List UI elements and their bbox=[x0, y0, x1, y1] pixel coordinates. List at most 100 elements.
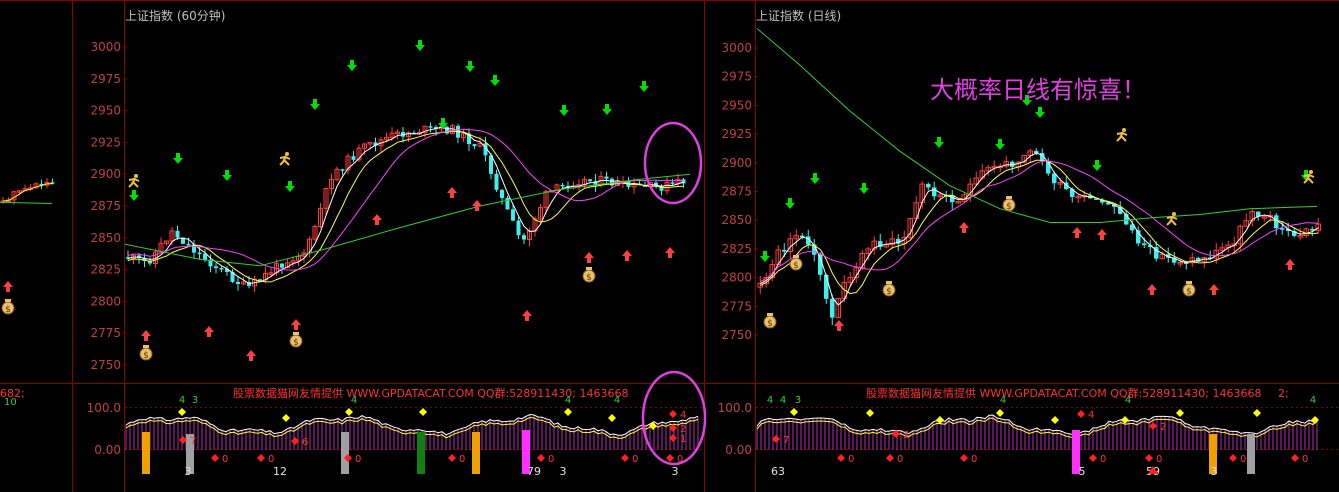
highlight-circle-indicator bbox=[641, 370, 707, 466]
candle-body bbox=[505, 197, 510, 210]
candle-body bbox=[126, 257, 130, 259]
candle-body bbox=[847, 276, 853, 283]
candle-body bbox=[859, 252, 865, 269]
marker-label: 0 bbox=[1302, 454, 1308, 465]
signal-bar bbox=[1209, 434, 1217, 474]
candle-body bbox=[812, 244, 817, 255]
candle-body bbox=[973, 177, 979, 185]
candle-body bbox=[950, 195, 955, 203]
runner-icon bbox=[1303, 173, 1315, 184]
diamond-marker-icon bbox=[1291, 454, 1299, 462]
top-count-label: 4 bbox=[614, 395, 620, 406]
price-tick-label: 2800 bbox=[721, 271, 752, 285]
price-tick-label: 2925 bbox=[90, 135, 121, 149]
candle-body bbox=[991, 165, 997, 169]
candle-body bbox=[192, 244, 196, 253]
diamond-marker-icon bbox=[960, 454, 968, 462]
candle-body bbox=[516, 220, 521, 236]
right-indicator-axis: 100.0 0.00 bbox=[718, 401, 752, 457]
candle-body bbox=[1184, 262, 1189, 264]
candle-body bbox=[1208, 257, 1213, 260]
diamond-marker-icon bbox=[608, 414, 616, 422]
candle-body bbox=[1219, 247, 1225, 251]
bottom-count-label: 3 bbox=[672, 465, 679, 478]
signal-bar bbox=[186, 434, 194, 474]
candle-body bbox=[164, 240, 169, 244]
signal-bar bbox=[1072, 430, 1080, 474]
candle-body bbox=[604, 176, 609, 179]
left-price-axis: 3000 2975 2950 2925 2900 2875 2850 2825 2800 2775… bbox=[90, 40, 127, 372]
candle-body bbox=[757, 282, 763, 288]
candle-body bbox=[329, 178, 334, 189]
buy-arrow-icon bbox=[1147, 284, 1157, 295]
buy-arrow-icon bbox=[372, 214, 382, 225]
sell-arrow-icon bbox=[438, 118, 448, 129]
top-count-label: 4 bbox=[780, 395, 786, 406]
diamond-marker-icon bbox=[291, 437, 299, 445]
indicator-line-yellow bbox=[756, 417, 1318, 439]
candle-body bbox=[1159, 253, 1165, 260]
candle-body bbox=[522, 235, 526, 240]
diamond-marker-icon bbox=[996, 409, 1004, 417]
price-tick-label: 2800 bbox=[90, 294, 121, 308]
diamond-marker-icon bbox=[1253, 409, 1261, 417]
runner-icon bbox=[134, 174, 138, 178]
candle-body bbox=[489, 155, 493, 174]
money-bag-icon bbox=[1186, 281, 1192, 284]
candle-body bbox=[871, 240, 877, 250]
candle-body bbox=[1130, 224, 1135, 231]
candle-body bbox=[1315, 223, 1321, 231]
marker-label: 0 bbox=[268, 454, 274, 465]
candle-body bbox=[1142, 243, 1147, 246]
indicator-line-yellow bbox=[125, 416, 699, 439]
candle-body bbox=[17, 190, 22, 193]
money-bag-icon: $ bbox=[1186, 287, 1192, 297]
candle-body bbox=[1280, 228, 1285, 230]
sell-arrow-icon bbox=[490, 75, 500, 86]
diamond-marker-icon bbox=[936, 416, 944, 424]
buy-arrow-icon bbox=[472, 200, 482, 211]
ma-line-yellow bbox=[760, 159, 1319, 295]
candle-body bbox=[1274, 215, 1279, 229]
diamond-marker-icon bbox=[666, 454, 674, 462]
money-bag-icon: $ bbox=[143, 351, 149, 361]
candle-body bbox=[373, 142, 378, 146]
price-tick-label: 2900 bbox=[90, 167, 121, 181]
candle-body bbox=[985, 167, 991, 172]
bottom-count-label: 79 bbox=[527, 465, 541, 478]
sell-arrow-icon bbox=[559, 105, 569, 116]
sell-arrow-icon bbox=[173, 153, 183, 164]
candle-body bbox=[384, 136, 389, 141]
diamond-marker-icon bbox=[1149, 422, 1157, 430]
money-bag-icon bbox=[143, 345, 149, 348]
signal-bar bbox=[341, 432, 349, 474]
money-bag-icon bbox=[5, 299, 11, 302]
candle-body bbox=[1249, 211, 1255, 222]
candle-body bbox=[169, 230, 175, 242]
indicator-tick-label: 0.00 bbox=[725, 443, 752, 457]
diamond-marker-icon bbox=[1077, 410, 1085, 418]
price-tick-label: 3000 bbox=[90, 40, 121, 54]
candle-body bbox=[467, 133, 471, 145]
marker-label: 4 bbox=[1088, 410, 1094, 421]
far-left-stub-chart: $ bbox=[0, 177, 55, 315]
money-bag-icon: $ bbox=[793, 261, 799, 271]
candle-body bbox=[1070, 189, 1075, 197]
buy-arrow-icon bbox=[622, 250, 632, 261]
right-indicator-chart: 63559344344400000007242 bbox=[756, 395, 1319, 478]
price-tick-label: 2850 bbox=[90, 231, 121, 245]
candle-body bbox=[158, 242, 164, 253]
candle-body bbox=[186, 243, 191, 246]
candle-body bbox=[1100, 199, 1105, 203]
candle-body bbox=[356, 147, 362, 161]
diamond-marker-icon bbox=[1121, 416, 1129, 424]
candle-body bbox=[1166, 254, 1171, 258]
candle-body bbox=[483, 143, 488, 156]
top-count-label: 4 bbox=[351, 395, 357, 406]
runner-icon bbox=[128, 177, 140, 188]
candle-body bbox=[664, 181, 670, 192]
money-bag-icon bbox=[886, 281, 892, 284]
candle-body bbox=[50, 182, 55, 184]
candle-body bbox=[835, 297, 841, 319]
